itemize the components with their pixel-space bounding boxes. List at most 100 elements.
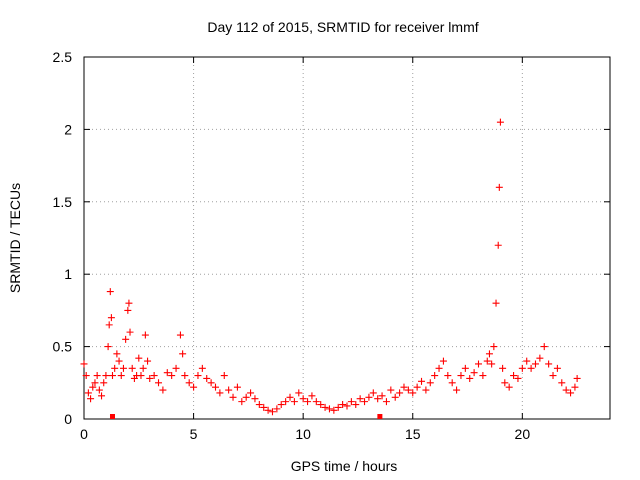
data-point bbox=[444, 372, 452, 380]
data-point bbox=[229, 393, 237, 401]
data-point bbox=[518, 364, 526, 372]
data-point bbox=[91, 379, 99, 387]
data-point bbox=[413, 383, 421, 391]
data-point bbox=[494, 241, 502, 249]
data-point bbox=[409, 389, 417, 397]
data-point bbox=[378, 392, 386, 400]
data-point bbox=[527, 364, 535, 372]
data-point bbox=[225, 386, 233, 394]
data-point bbox=[374, 395, 382, 403]
data-point bbox=[488, 360, 496, 368]
data-point bbox=[435, 364, 443, 372]
data-point bbox=[485, 350, 493, 358]
data-point bbox=[426, 379, 434, 387]
data-point bbox=[104, 343, 112, 351]
data-point bbox=[356, 395, 364, 403]
data-point bbox=[439, 357, 447, 365]
data-point bbox=[492, 299, 500, 307]
data-point bbox=[404, 386, 412, 394]
data-point bbox=[159, 386, 167, 394]
data-point bbox=[540, 343, 548, 351]
data-point bbox=[268, 408, 276, 416]
data-point bbox=[496, 118, 504, 126]
data-point bbox=[125, 299, 133, 307]
data-point bbox=[144, 357, 152, 365]
data-point bbox=[536, 354, 544, 362]
data-point bbox=[115, 357, 123, 365]
data-point bbox=[382, 398, 390, 406]
data-point bbox=[220, 372, 228, 380]
data-point bbox=[255, 401, 263, 409]
y-tick-label: 2.5 bbox=[53, 49, 73, 65]
data-point bbox=[102, 372, 110, 380]
data-point bbox=[93, 372, 101, 380]
data-point bbox=[185, 379, 193, 387]
data-point bbox=[317, 401, 325, 409]
chart-title: Day 112 of 2015, SRMTID for receiver lmm… bbox=[207, 19, 478, 35]
data-point bbox=[400, 383, 408, 391]
data-point bbox=[117, 372, 125, 380]
data-point bbox=[141, 331, 149, 339]
y-tick-label: 0.5 bbox=[53, 339, 73, 355]
data-point bbox=[106, 288, 114, 296]
data-point bbox=[273, 405, 281, 413]
data-point bbox=[251, 395, 259, 403]
data-point bbox=[339, 401, 347, 409]
data-point bbox=[475, 360, 482, 368]
x-tick-label: 20 bbox=[515, 426, 531, 442]
data-point bbox=[137, 372, 145, 380]
data-point bbox=[260, 403, 268, 411]
data-point bbox=[531, 360, 539, 368]
data-points bbox=[80, 118, 581, 419]
data-point bbox=[172, 364, 180, 372]
baseline-marker-1 bbox=[377, 414, 383, 419]
data-point bbox=[369, 389, 377, 397]
data-point bbox=[514, 374, 522, 382]
data-point bbox=[308, 392, 316, 400]
data-point bbox=[212, 383, 219, 391]
data-point bbox=[448, 379, 456, 387]
data-point bbox=[510, 372, 518, 380]
data-point bbox=[128, 364, 136, 372]
data-point bbox=[286, 393, 294, 401]
x-tick-labels: 0 5 10 15 20 bbox=[80, 426, 530, 442]
data-point bbox=[203, 374, 211, 382]
data-point bbox=[238, 398, 246, 406]
grid-lines bbox=[84, 57, 610, 419]
y-tick-label: 2 bbox=[64, 121, 72, 137]
data-point bbox=[523, 357, 531, 365]
data-point bbox=[422, 386, 430, 394]
data-point bbox=[194, 372, 202, 380]
data-point bbox=[150, 372, 158, 380]
data-point bbox=[190, 383, 198, 391]
axis-ticks bbox=[83, 56, 610, 420]
data-point bbox=[100, 379, 108, 387]
data-point bbox=[247, 389, 255, 397]
data-point bbox=[233, 383, 241, 391]
data-point bbox=[304, 398, 312, 406]
data-point bbox=[216, 389, 224, 397]
data-point bbox=[470, 369, 478, 377]
x-tick-label: 15 bbox=[405, 426, 421, 442]
data-point bbox=[334, 403, 342, 411]
data-point bbox=[312, 398, 320, 406]
data-point bbox=[396, 389, 404, 397]
data-point bbox=[558, 379, 566, 387]
data-point bbox=[325, 405, 333, 413]
data-point bbox=[242, 393, 250, 401]
data-point bbox=[483, 357, 491, 365]
data-point bbox=[365, 393, 373, 401]
data-point bbox=[299, 395, 307, 403]
data-point bbox=[562, 386, 570, 394]
data-point bbox=[290, 398, 298, 406]
data-point bbox=[135, 354, 143, 362]
data-point bbox=[387, 386, 395, 394]
data-point bbox=[84, 389, 92, 397]
data-point bbox=[98, 392, 106, 400]
y-tick-label: 0 bbox=[64, 411, 72, 427]
data-point bbox=[501, 379, 509, 387]
data-point bbox=[163, 369, 171, 377]
data-point bbox=[505, 383, 513, 391]
data-point bbox=[277, 401, 285, 409]
data-point bbox=[553, 364, 561, 372]
